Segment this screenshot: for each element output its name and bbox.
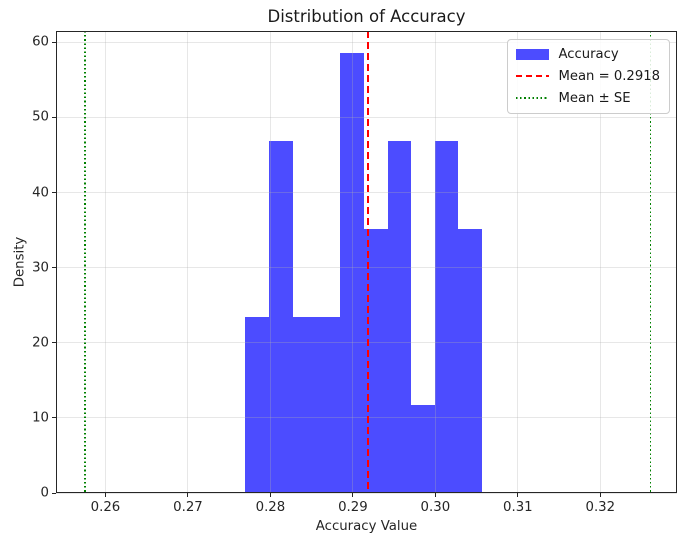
legend-line-se <box>516 97 550 99</box>
legend-label-mean: Mean = 0.2918 <box>558 68 660 84</box>
se-line <box>649 31 652 493</box>
x-tick-label: 0.28 <box>255 500 286 515</box>
legend-label-se: Mean ± SE <box>558 90 631 106</box>
legend-item-se: Mean ± SE <box>516 90 660 106</box>
x-tick-label: 0.27 <box>173 500 203 515</box>
histogram-bar <box>458 228 483 493</box>
x-gridline <box>104 31 106 493</box>
se-line <box>84 31 86 493</box>
legend: Accuracy Mean = 0.2918 Mean ± SE <box>507 39 670 114</box>
x-gridline <box>269 31 271 493</box>
histogram-bar <box>292 317 317 493</box>
y-tick <box>52 417 56 419</box>
y-tick <box>52 267 56 269</box>
y-tick-label: 30 <box>32 260 49 276</box>
y-tick-label: 20 <box>32 335 49 351</box>
x-tick <box>269 493 271 497</box>
histogram-bar <box>339 52 364 493</box>
histogram-bar <box>316 317 340 493</box>
y-axis-label: Density <box>12 236 28 288</box>
y-tick-label: 60 <box>32 34 49 50</box>
y-tick-label: 50 <box>32 109 49 125</box>
y-tick <box>52 492 56 494</box>
y-gridline <box>56 41 677 43</box>
x-tick <box>187 493 189 497</box>
y-tick-label: 10 <box>32 410 49 426</box>
y-gridline <box>56 192 677 193</box>
x-gridline <box>517 31 519 493</box>
x-tick <box>352 493 354 497</box>
y-tick <box>52 41 56 43</box>
y-tick <box>52 342 56 344</box>
legend-item-mean: Mean = 0.2918 <box>516 68 660 84</box>
legend-item-accuracy: Accuracy <box>516 46 660 62</box>
histogram-bar <box>434 140 459 493</box>
y-gridline <box>56 417 677 419</box>
histogram-bar <box>387 140 412 493</box>
y-gridline <box>56 492 677 494</box>
x-tick <box>517 493 519 497</box>
x-axis-label: Accuracy Value <box>315 519 418 534</box>
histogram-bar <box>363 228 388 493</box>
x-tick-label: 0.32 <box>585 500 616 515</box>
y-tick <box>52 192 56 193</box>
legend-label-accuracy: Accuracy <box>558 46 619 62</box>
x-tick <box>104 493 106 497</box>
x-gridline <box>599 31 601 493</box>
mean-line <box>366 31 369 493</box>
x-gridline <box>434 31 436 493</box>
x-tick <box>434 493 436 497</box>
y-gridline <box>56 116 677 118</box>
y-tick-label: 0 <box>40 485 49 501</box>
plot-area: 0.26 0.27 0.28 0.29 0.30 0.31 0.32 0 10 20 30 40 50 6… <box>32 31 677 515</box>
y-tick-label: 40 <box>32 185 49 200</box>
x-tick-label: 0.26 <box>90 500 121 515</box>
chart-title: Distribution of Accuracy <box>267 7 466 26</box>
x-gridline <box>352 31 354 493</box>
histogram-bar <box>411 405 435 493</box>
y-gridline <box>56 342 677 344</box>
x-tick-label: 0.29 <box>338 500 368 515</box>
legend-line-mean <box>516 75 550 77</box>
x-gridline <box>187 31 189 493</box>
y-gridline <box>56 267 677 269</box>
histogram-bar <box>268 140 293 493</box>
x-tick-label: 0.31 <box>503 500 533 515</box>
legend-swatch-accuracy <box>516 48 550 60</box>
histogram-bar <box>244 317 269 493</box>
x-tick <box>599 493 601 497</box>
x-tick-label: 0.30 <box>420 500 451 515</box>
y-tick <box>52 116 56 118</box>
